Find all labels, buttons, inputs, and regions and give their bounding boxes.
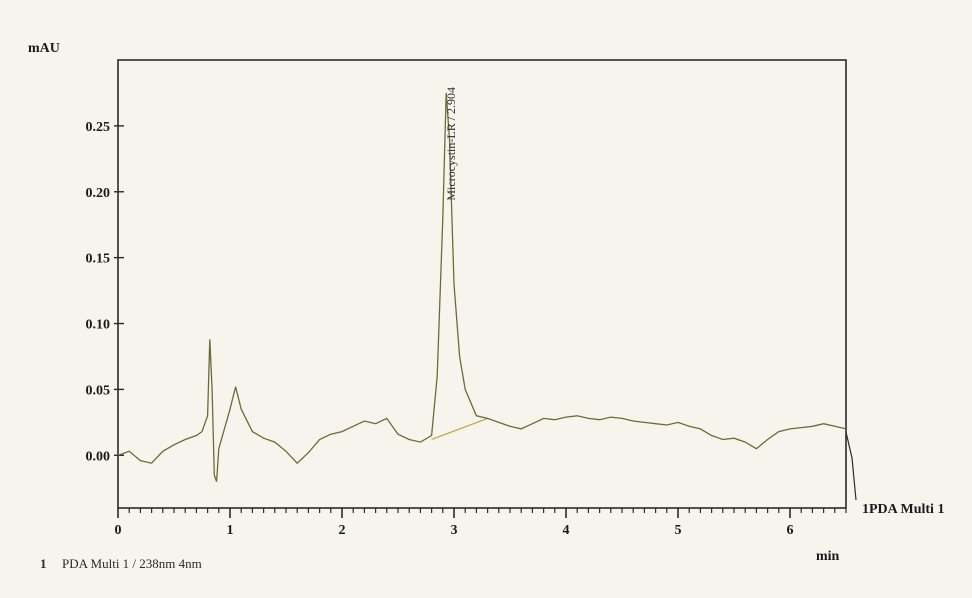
y-tick-label: 0.10 [86, 318, 111, 333]
plot-frame [117, 59, 847, 509]
y-tick-label: 0.25 [86, 120, 111, 135]
trace-tail-label: 1PDA Multi 1 [862, 502, 944, 517]
y-tick-label: 0.20 [86, 186, 111, 201]
integration-baseline [431, 417, 488, 441]
legend-text: PDA Multi 1 / 238nm 4nm [62, 556, 202, 571]
peak-annotation-label: Microcystin-LR / 2.904 [444, 87, 458, 201]
x-tick-label: 1 [227, 523, 234, 538]
x-tick-label: 2 [339, 523, 346, 538]
legend-number: 1 [40, 556, 47, 571]
y-tick-label: 0.15 [86, 252, 111, 267]
x-tick-label: 4 [563, 523, 570, 538]
y-tick-label: 0.05 [86, 383, 111, 398]
chromatogram-trace [117, 92, 847, 482]
y-tick-label: 0.00 [86, 449, 111, 464]
x-tick-label: 0 [115, 523, 122, 538]
y-unit-label: mAU [28, 41, 60, 56]
x-unit-label: min [816, 549, 840, 564]
trace-tail [845, 431, 857, 501]
x-tick-label: 5 [675, 523, 682, 538]
x-tick-label: 6 [787, 523, 794, 538]
x-tick-label: 3 [451, 523, 458, 538]
